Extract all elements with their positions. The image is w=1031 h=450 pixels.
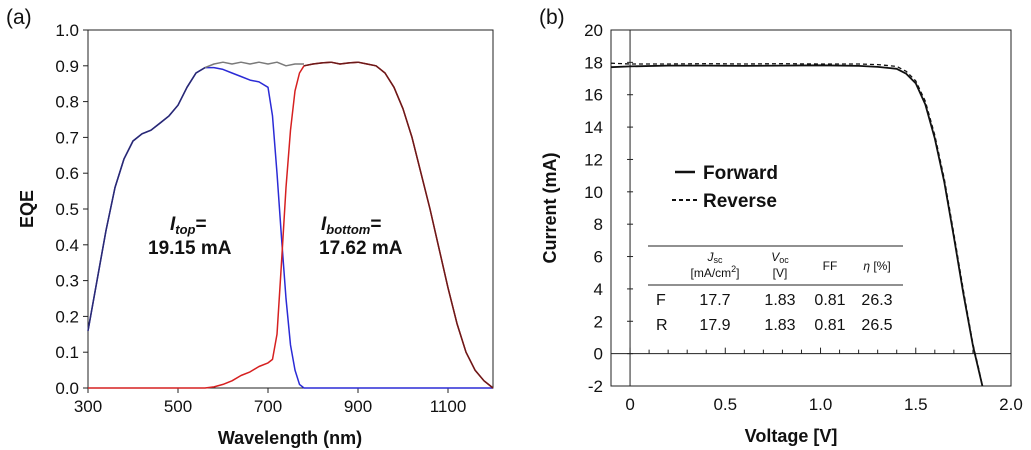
- cell-jsc: 17.9: [699, 317, 730, 334]
- y-tick-label: 8: [594, 215, 603, 234]
- cell-jsc: 17.7: [699, 292, 730, 309]
- y-tick-label: 0.5: [55, 200, 79, 219]
- annotation-bottom-equals: =: [370, 214, 381, 235]
- cell-eta: 26.5: [861, 317, 892, 334]
- y-tick-label: 0.2: [55, 307, 79, 326]
- panel-b-y-axis-title: Current (mA): [540, 152, 560, 263]
- x-tick-label: 300: [74, 397, 102, 416]
- iv-curve-reverse: [610, 62, 984, 387]
- x-tick-label: 700: [254, 397, 282, 416]
- y-tick-label: 0.3: [55, 272, 79, 291]
- panel-b-x-axis-title: Voltage [V]: [745, 426, 838, 446]
- y-tick-label: 14: [584, 118, 603, 137]
- y-tick-label: 0.4: [55, 236, 79, 255]
- y-tick-label: 0.1: [55, 343, 79, 362]
- panel-a-x-axis-title: Wavelength (nm): [218, 428, 362, 448]
- cell-voc: 1.83: [764, 292, 795, 309]
- x-tick-label: 1.0: [809, 395, 833, 414]
- x-tick-label: 1100: [430, 397, 467, 416]
- table-row: F 17.7 1.83 0.81 26.3: [656, 292, 893, 309]
- cell-eta: 26.3: [861, 292, 892, 309]
- annotation-top-label: Itop=: [170, 214, 207, 237]
- annotation-top-current: Itop= 19.15 mA: [148, 214, 232, 259]
- y-tick-label: 0.6: [55, 164, 79, 183]
- legend-reverse-label: Reverse: [703, 191, 777, 212]
- y-tick-label: 4: [594, 280, 603, 299]
- iv-curve-forward: [610, 64, 984, 387]
- y-tick-label: 12: [584, 150, 603, 169]
- header-eta: η [%]: [863, 259, 890, 273]
- y-tick-label: 0.8: [55, 93, 79, 112]
- cell-voc: 1.83: [764, 317, 795, 334]
- y-tick-label: 1.0: [55, 21, 79, 40]
- y-tick-label: 20: [584, 21, 603, 40]
- annotation-top-symbol: I: [170, 214, 176, 235]
- x-tick-label: 0.5: [713, 395, 737, 414]
- annotation-top-equals: =: [196, 214, 207, 235]
- panel-a-series: [87, 61, 494, 389]
- panel-b-plot-frame: [610, 29, 1012, 387]
- annotation-top-value: 19.15 mA: [148, 238, 232, 259]
- y-tick-label: 0: [594, 345, 603, 364]
- y-tick-label: 18: [584, 53, 603, 72]
- annotation-bottom-current: Ibottom= 17.62 mA: [319, 214, 403, 259]
- row-label: F: [656, 292, 666, 309]
- panel-a-label: (a): [6, 6, 32, 29]
- eqe-series-line-4: [87, 66, 206, 331]
- y-tick-label: 0.9: [55, 57, 79, 76]
- eqe-series-line-5: [204, 61, 304, 69]
- annotation-bottom-symbol: I: [321, 214, 327, 235]
- y-tick-label: 0.0: [55, 379, 79, 398]
- cell-ff: 0.81: [814, 317, 845, 334]
- table-row: R 17.9 1.83 0.81 26.5: [656, 317, 893, 334]
- panel-b-series: [610, 62, 984, 387]
- x-tick-label: 0: [625, 395, 634, 414]
- header-voc: Voc: [771, 250, 789, 265]
- x-tick-label: 1.5: [904, 395, 928, 414]
- annotation-top-subscript: top: [175, 222, 195, 237]
- header-ff: FF: [823, 259, 838, 273]
- annotation-bottom-subscript: bottom: [326, 222, 370, 237]
- panel-a-ticks: 300 500 700 900 1100 0.0 0.1 0.2 0.3 0.4 0.5 0.6 0.7…: [55, 21, 466, 416]
- results-table: Jsc [mA/cm2] Voc [V] FF η [%] F 17.7 1.8…: [648, 245, 903, 334]
- eqe-series-line-1: [87, 66, 493, 389]
- header-voc-unit: [V]: [773, 266, 788, 280]
- panel-a: (a) 300 500 700 900 1100 0.0 0.1 0.2 0.3 0.4 0.5 0.…: [6, 6, 494, 448]
- y-tick-label: 16: [584, 86, 603, 105]
- header-jsc-unit: [mA/cm2]: [690, 264, 739, 280]
- y-tick-label: 2: [594, 312, 603, 331]
- y-tick-label: 6: [594, 248, 603, 267]
- x-tick-label: 900: [344, 397, 372, 416]
- panel-a-y-axis-title: EQE: [17, 190, 37, 228]
- panel-b-label: (b): [539, 6, 565, 29]
- eqe-series-line-3: [303, 61, 494, 389]
- header-jsc: Jsc: [707, 250, 724, 265]
- table-header: Jsc [mA/cm2] Voc [V] FF η [%]: [690, 250, 890, 280]
- x-tick-label: 2.0: [999, 395, 1023, 414]
- panel-a-plot-frame: [87, 29, 494, 389]
- x-tick-label: 500: [164, 397, 192, 416]
- y-tick-label: 10: [584, 183, 603, 202]
- y-tick-label: 0.7: [55, 128, 79, 147]
- y-tick-label: -2: [588, 377, 603, 396]
- annotation-bottom-value: 17.62 mA: [319, 238, 403, 259]
- legend-forward-label: Forward: [703, 163, 778, 184]
- panel-b-ticks: 0 0.5 1.0 1.5 2.0 -2 0 2 4 6 8 10 12 14 16 18 20: [584, 21, 1023, 414]
- row-label: R: [656, 317, 668, 334]
- annotation-bottom-label: Ibottom=: [321, 214, 381, 237]
- panel-b: (b) 0 0.5 1.0 1.5 2.0 -2 0 2 4 6 8 10 12 14 16 18 20 Vol…: [539, 6, 1023, 446]
- cell-ff: 0.81: [814, 292, 845, 309]
- legend: Forward Reverse: [672, 163, 778, 212]
